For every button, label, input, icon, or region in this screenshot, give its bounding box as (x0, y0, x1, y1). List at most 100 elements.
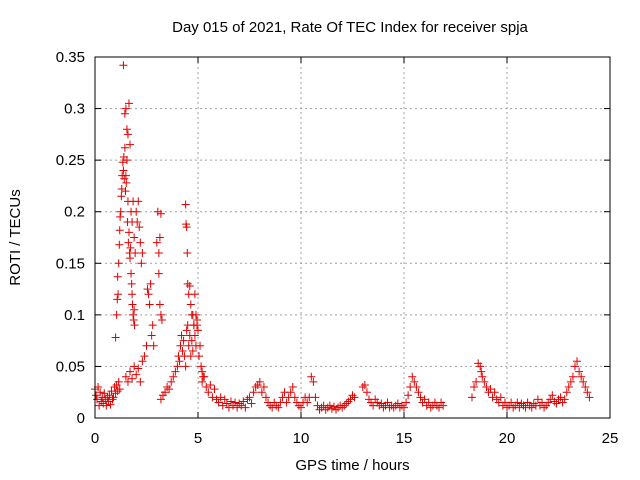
y-tick-label: 0.15 (56, 255, 85, 272)
data-point (198, 377, 207, 386)
data-point (311, 393, 320, 402)
data-point (143, 285, 152, 294)
data-point (255, 377, 264, 386)
data-point (123, 377, 132, 386)
data-point (414, 388, 423, 397)
x-tick-label: 20 (499, 430, 516, 447)
data-point (290, 393, 299, 402)
data-point (496, 393, 505, 402)
data-point (111, 333, 120, 342)
data-point (486, 385, 495, 394)
y-tick-label: 0.3 (64, 101, 85, 118)
data-point (488, 393, 497, 402)
data-point (152, 238, 161, 247)
data-point (472, 377, 481, 386)
data-point (128, 290, 137, 299)
data-point (130, 321, 139, 330)
data-point (410, 377, 419, 386)
data-point (408, 372, 417, 381)
data-point (176, 341, 185, 350)
data-point (177, 331, 186, 340)
data-point (235, 399, 244, 408)
data-point (155, 300, 164, 309)
data-point (188, 346, 197, 355)
data-point (179, 336, 188, 345)
data-point (132, 207, 141, 216)
data-point (321, 405, 330, 414)
y-axis-label: ROTI / TECUs (7, 189, 24, 285)
data-point (109, 393, 118, 402)
data-point (477, 367, 486, 376)
data-point (204, 388, 213, 397)
data-point (482, 383, 491, 392)
data-point (122, 178, 131, 187)
x-tick-label: 0 (91, 430, 99, 447)
data-point (426, 403, 435, 412)
data-point (148, 321, 157, 330)
data-point (570, 362, 579, 371)
data-point (126, 140, 135, 149)
data-point (360, 380, 369, 389)
data-point (116, 207, 125, 216)
data-point (97, 397, 106, 406)
data-point (171, 367, 180, 376)
data-point (286, 388, 295, 397)
data-point (136, 238, 145, 247)
data-point (163, 383, 172, 392)
data-point (130, 305, 139, 314)
data-point (257, 388, 266, 397)
data-point (195, 352, 204, 361)
data-point (210, 385, 219, 394)
data-point (575, 367, 584, 376)
data-point (161, 388, 170, 397)
data-point (119, 166, 128, 175)
data-point (397, 401, 406, 410)
data-point (178, 346, 187, 355)
y-tick-label: 0.1 (64, 307, 85, 324)
data-point (243, 395, 252, 404)
data-point (208, 393, 217, 402)
data-point (124, 238, 133, 247)
data-point (342, 399, 351, 408)
data-point (115, 385, 124, 394)
data-point (226, 397, 235, 406)
data-point (121, 187, 130, 196)
data-point (533, 395, 542, 404)
data-point (137, 259, 146, 268)
data-point (259, 383, 268, 392)
data-point (476, 362, 485, 371)
y-tick-label: 0.35 (56, 49, 85, 66)
data-point (186, 300, 195, 309)
data-point (106, 400, 115, 409)
data-point (93, 395, 102, 404)
data-point (564, 383, 573, 392)
data-point (196, 341, 205, 350)
data-point (346, 395, 355, 404)
data-point (420, 395, 429, 404)
data-point (130, 362, 139, 371)
data-point (126, 243, 135, 252)
data-point (128, 374, 137, 383)
data-point (184, 341, 193, 350)
data-point (490, 388, 499, 397)
data-point (144, 290, 153, 299)
data-point (112, 310, 121, 319)
data-point (122, 156, 131, 165)
data-point (155, 233, 164, 242)
data-point (130, 233, 139, 242)
data-point (165, 385, 174, 394)
data-point (577, 372, 586, 381)
data-point (120, 143, 129, 152)
data-point (140, 352, 149, 361)
data-point (579, 377, 588, 386)
y-axis-ticks: 0 0.05 0.1 0.15 0.2 0.25 0.3 0.35 (56, 49, 610, 427)
data-point (241, 403, 250, 412)
data-point (102, 401, 111, 410)
data-point (566, 377, 575, 386)
data-point (173, 362, 182, 371)
data-point (583, 388, 592, 397)
data-point (282, 398, 291, 407)
data-point (128, 300, 137, 309)
data-point (222, 399, 231, 408)
